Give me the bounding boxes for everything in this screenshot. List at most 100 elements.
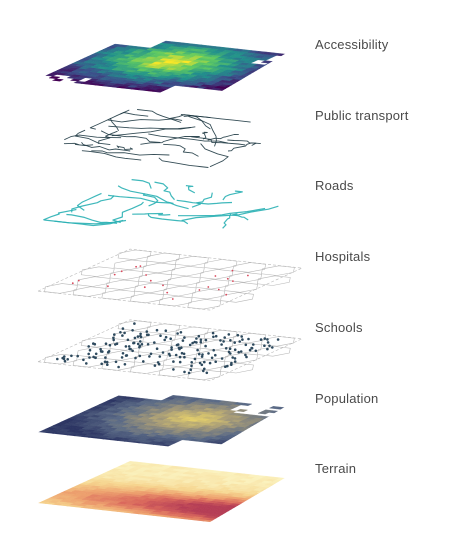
public-transport-line [163, 143, 199, 157]
public-transport-line [200, 143, 229, 168]
accessibility-layer [44, 40, 299, 93]
schools-point [146, 343, 150, 346]
schools-point [190, 361, 193, 364]
hospitals-hex [232, 262, 267, 273]
population-cell [255, 424, 269, 428]
schools-point [115, 342, 119, 346]
hospitals-hex [134, 282, 168, 294]
hospitals-point [120, 270, 123, 273]
roads-line [117, 185, 174, 204]
schools-point [123, 331, 126, 335]
hospitals-hex [261, 265, 295, 276]
hospitals-point [113, 273, 116, 276]
hospitals-point [162, 284, 164, 287]
schools-point [112, 338, 115, 342]
terrain-layer [38, 461, 300, 522]
schools-point [197, 334, 201, 338]
schools-point [263, 344, 266, 348]
terrain-cell [259, 493, 273, 497]
schools-hex [170, 336, 205, 348]
schools-point [124, 354, 128, 357]
schools-point [240, 335, 243, 338]
roads-line [185, 185, 196, 194]
schools-point [174, 353, 178, 357]
schools-point [199, 340, 203, 344]
schools-point [266, 338, 269, 341]
population-cell [267, 414, 281, 418]
schools-point [172, 360, 175, 363]
terrain-cell [278, 484, 292, 488]
roads-line [222, 190, 243, 201]
hospitals-hex [72, 286, 107, 297]
schools-point [193, 357, 197, 361]
schools-point [263, 337, 267, 340]
schools-point [233, 348, 237, 352]
schools-hex [117, 320, 152, 331]
public-transport-line [148, 133, 228, 144]
schools-point [105, 360, 109, 364]
schools-point [182, 352, 186, 356]
schools-hex [72, 357, 107, 368]
schools-point [212, 335, 215, 339]
hospitals-hex [101, 289, 136, 300]
accessibility-cell [279, 55, 292, 59]
schools-point [119, 331, 122, 334]
schools-point [148, 355, 151, 358]
schools-hex [175, 326, 209, 338]
roads-line [154, 181, 175, 201]
hospitals-point [198, 289, 201, 291]
terrain-cell [275, 481, 288, 485]
schools-point [198, 361, 202, 365]
accessibility-cell [260, 60, 274, 64]
schools-point [87, 352, 90, 356]
schools-point [230, 361, 233, 365]
schools-point [180, 351, 184, 355]
public-transport-line [89, 117, 112, 130]
schools-point [136, 342, 140, 346]
schools-hex [105, 350, 140, 361]
schools-point [247, 337, 250, 341]
schools-layer [36, 319, 304, 382]
hospitals-hex [80, 266, 115, 277]
schools-point [188, 343, 192, 347]
hospitals-hex [158, 295, 193, 307]
hospitals-point [226, 277, 229, 280]
hospitals-point [217, 288, 220, 291]
schools-point [189, 368, 192, 372]
schools-point [181, 339, 185, 342]
roads-line [66, 213, 118, 224]
schools-hex [261, 336, 295, 347]
schools-point [104, 342, 108, 346]
schools-point [76, 354, 79, 358]
schools-point [169, 337, 172, 341]
public-transport-line [169, 114, 211, 120]
roads-line [54, 219, 124, 227]
schools-point [106, 363, 109, 367]
schools-point [203, 367, 206, 371]
schools-hex [138, 343, 172, 354]
public-transport-line [81, 150, 142, 161]
schools-point [177, 346, 181, 350]
schools-point [276, 338, 280, 341]
schools-point [133, 336, 137, 340]
hospitals-outline [36, 248, 304, 311]
schools-point [134, 356, 137, 360]
population-cell [259, 422, 273, 426]
hospitals-hex [105, 279, 140, 290]
schools-point [139, 332, 142, 336]
schools-point [183, 355, 186, 359]
schools-point [138, 345, 141, 349]
schools-point [252, 343, 255, 346]
public-transport-line [202, 131, 208, 140]
schools-point [266, 347, 269, 351]
accessibility-cell [259, 68, 273, 73]
public-transport-line [63, 142, 94, 146]
hospitals-point [207, 286, 210, 288]
accessibility-cell [51, 78, 65, 82]
public-transport-line [207, 133, 239, 141]
public-transport-line [116, 145, 134, 150]
population-cell [274, 415, 288, 419]
schools-point [245, 355, 248, 359]
schools-point [87, 345, 90, 348]
